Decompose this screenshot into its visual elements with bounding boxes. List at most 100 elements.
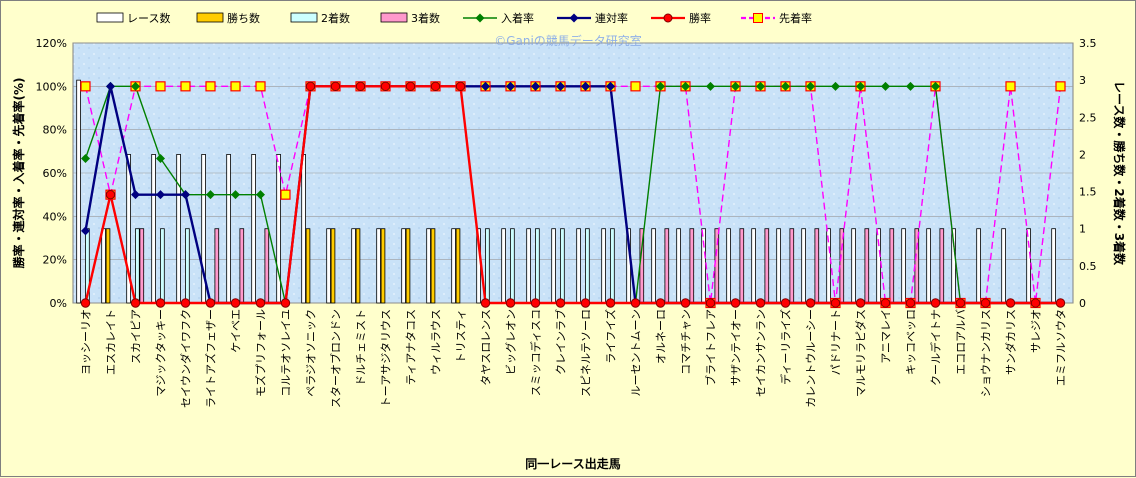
point-勝率 — [355, 81, 366, 92]
category-label: ケイベエ — [230, 309, 243, 353]
point-先着率 — [230, 81, 241, 92]
point-入着率 — [856, 81, 865, 91]
point-勝率 — [680, 298, 691, 308]
point-勝率 — [730, 298, 741, 308]
y-left-tick-label: 120% — [36, 37, 67, 50]
y-left-tick-label: 80% — [43, 124, 67, 137]
lines — [80, 81, 1066, 309]
legend-label-先着率: 先着率 — [779, 11, 812, 25]
point-連対率 — [506, 81, 515, 91]
category-label: トリスティ — [455, 309, 468, 363]
point-入着率 — [156, 153, 165, 163]
bar-2着数 — [610, 228, 615, 304]
bar-レース数 — [251, 154, 256, 304]
bar-レース数 — [651, 228, 656, 304]
category-label: ペラジオソニック — [305, 309, 318, 397]
point-連対率 — [106, 81, 115, 91]
bar-レース数 — [501, 228, 506, 304]
bar-3着数 — [864, 228, 870, 304]
legend-swatch-レース数 — [96, 12, 124, 23]
bar-レース数 — [376, 228, 381, 304]
point-先着率 — [1005, 81, 1016, 92]
category-label: スミッコディスコ — [529, 309, 543, 396]
point-勝率 — [305, 81, 316, 92]
y-right-tick-label: 2 — [1079, 148, 1086, 161]
bars — [76, 79, 1056, 304]
point-勝率 — [580, 298, 591, 308]
point-勝率 — [880, 298, 891, 308]
bar-レース数 — [226, 154, 231, 304]
legend-marker-先着率 — [753, 13, 763, 23]
bar-レース数 — [601, 228, 606, 304]
point-入着率 — [706, 81, 715, 91]
bar-レース数 — [126, 154, 131, 304]
category-label: クレインラブ — [554, 309, 568, 375]
bar-レース数 — [776, 228, 781, 304]
point-連対率 — [481, 81, 490, 91]
point-勝率 — [705, 298, 716, 308]
point-入着率 — [131, 81, 140, 91]
legend-marker-入着率 — [475, 13, 485, 23]
category-label: ドルチェミスト — [355, 309, 368, 386]
point-勝率 — [555, 298, 566, 308]
point-入着率 — [781, 81, 790, 91]
watermark: ©Ganiの競馬データ研究室 — [494, 33, 642, 48]
bar-勝ち数 — [430, 228, 436, 304]
bar-3着数 — [939, 228, 945, 304]
point-勝率 — [505, 298, 516, 308]
point-勝率 — [830, 298, 841, 308]
point-勝率 — [455, 81, 466, 92]
category-label: ルーセントムーン — [630, 309, 643, 396]
legend-label-2着数: 2着数 — [321, 11, 350, 25]
point-先着率 — [630, 81, 641, 92]
point-連対率 — [181, 190, 190, 200]
category-label: クールデイトナ — [929, 309, 943, 386]
category-label: セイカンサンラン — [755, 309, 768, 397]
category-label: パドリナート — [830, 309, 843, 375]
point-入着率 — [906, 81, 915, 91]
point-入着率 — [231, 190, 240, 200]
point-勝率 — [480, 298, 491, 308]
category-label: ティアナタコス — [405, 309, 418, 385]
point-勝率 — [780, 298, 791, 308]
point-入着率 — [731, 81, 740, 91]
category-label: マルモリラピダス — [854, 309, 868, 397]
bar-勝ち数 — [305, 228, 311, 304]
bar-2着数 — [560, 228, 565, 304]
line-勝率 — [84, 85, 1061, 305]
point-入着率 — [831, 81, 840, 91]
y-right-tick-label: 3.5 — [1079, 37, 1097, 50]
bar-レース数 — [851, 228, 856, 304]
bar-3着数 — [664, 228, 670, 304]
line-先着率 — [84, 85, 1062, 304]
category-label: ライトアズフェザー — [204, 309, 218, 408]
point-先着率 — [1055, 81, 1066, 92]
bar-レース数 — [801, 228, 806, 304]
legend-label-連対率: 連対率 — [595, 11, 628, 25]
category-label: カレントウルーシー — [805, 309, 818, 408]
category-label: ビッグレオン — [504, 309, 518, 375]
legend-marker-連対率 — [569, 13, 579, 23]
y-axis-right: 0 0.5 1 1.5 2 2.5 3 3.5 — [1079, 37, 1097, 310]
legend-label-入着率: 入着率 — [501, 11, 534, 25]
point-勝率 — [805, 298, 816, 308]
bar-3着数 — [689, 228, 695, 304]
category-label: ヨッシーリオ — [80, 309, 93, 375]
bar-レース数 — [751, 228, 756, 304]
category-label: スターオブロンドン — [329, 309, 343, 408]
point-勝率 — [530, 298, 541, 308]
point-勝率 — [405, 81, 416, 92]
point-勝率 — [980, 298, 991, 308]
bar-レース数 — [576, 228, 581, 304]
point-勝率 — [255, 298, 266, 308]
bar-レース数 — [701, 228, 706, 304]
y-right-tick-label: 0.5 — [1079, 260, 1097, 273]
point-勝率 — [905, 298, 916, 308]
y-left-tick-label: 60% — [43, 167, 67, 180]
point-先着率 — [80, 81, 91, 92]
point-入着率 — [656, 81, 665, 91]
bar-勝ち数 — [105, 228, 111, 304]
legend-label-勝率: 勝率 — [689, 11, 711, 25]
bar-3着数 — [239, 228, 245, 304]
